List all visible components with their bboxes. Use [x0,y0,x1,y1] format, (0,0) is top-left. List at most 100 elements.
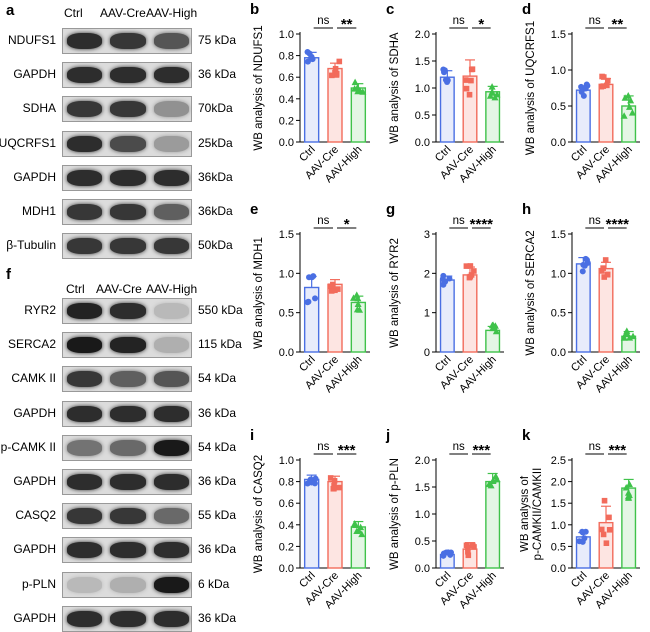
y-tick-label: 1.0 [415,83,430,95]
data-point [328,288,335,294]
data-point [331,477,338,484]
panel-letter-g: g [386,201,395,218]
data-point [469,542,476,549]
y-tick-label: 1.5 [279,229,294,241]
data-point [580,261,587,268]
y-tick-label: 0.5 [551,541,566,553]
y-axis-label: WB analysis of CASQ2 [253,455,265,573]
data-point [486,92,494,99]
y-tick-label: 1.5 [551,229,566,241]
data-point [441,67,448,74]
data-point [463,263,470,269]
lane-header-aav-cre: AAV-Cre [100,6,146,20]
y-tick-label: 0.6 [279,72,294,84]
bar-aav-high [621,487,637,569]
data-point [620,334,628,341]
blot-strip [62,164,192,191]
blot-protein-label: p-PLN [21,576,56,591]
y-tick-label: 2 [424,268,430,280]
bar-aav-cre [598,267,614,353]
blot-kda-label: 50kDa [198,238,233,253]
blot-kda-label: 55 kDa [198,508,237,523]
bar-chart-b: b 0.0 0.2 0.4 0.6 0.8 1.0 WB analysis of NDUFS1… [250,1,370,185]
blot-band [110,439,146,456]
y-tick-label: 1.0 [551,268,566,280]
data-point [604,77,611,84]
blot-protein-label: GAPDH [13,474,56,488]
blot-protein-label: UQCRFS1 [0,135,56,150]
blot-band [67,203,103,221]
y-tick-label: 2.5 [551,455,566,467]
blot-band [110,302,146,320]
blot-kda-label: 6 kDa [198,576,230,591]
data-point [465,548,471,555]
lane-header-aav-cre: AAV-Cre [96,282,142,296]
blot-band [153,302,189,320]
blot-band [67,337,103,354]
data-point [358,530,366,538]
bar-aav-cre [462,274,478,353]
bar-aav-cre [327,67,343,143]
data-point [468,77,474,84]
blot-strip [62,199,192,225]
blot-strip [62,469,192,495]
blot-strip [62,130,192,157]
significance-label: ns [589,15,601,27]
blot-band [67,439,103,456]
y-tick-label: 0.0 [551,347,566,359]
panel-letter-i: i [250,427,254,444]
y-tick-label: 1.0 [279,268,294,280]
blot-band [110,67,146,84]
blot-band [110,203,146,221]
y-axis-label: WB analysis of SERCA2 [525,230,537,355]
y-tick-label: 0.5 [415,536,430,548]
significance-label: ns [317,215,329,227]
data-point [627,96,635,104]
y-axis-label: p-CAMKII/CAMKII [532,468,544,561]
data-point [466,91,473,98]
blot-strip [62,400,192,427]
blot-band [153,508,189,525]
significance-label: **** [606,216,630,233]
blot-protein-label: GAPDH [13,169,56,184]
data-point [579,529,586,536]
data-point [600,265,606,271]
significance-label: ns [453,441,465,453]
y-axis-label: WB analysis of p-PLN [389,458,401,570]
bar-ctrl [439,76,455,143]
significance-label: *** [473,442,491,459]
significance-label: ** [611,16,623,33]
blot-band [110,32,146,50]
significance-label: **** [470,216,494,233]
blot-kda-label: 36 kDa [198,610,237,625]
significance-label: ns [453,215,465,227]
bar-aav-cre [598,83,614,143]
blot-strip [62,233,192,260]
bar-chart-k: k 0.0 0.5 1.0 1.5 2.0 2.5 WB analysis of p-CAMKI… [520,427,640,611]
y-axis-label: WB analysis of RYR2 [389,238,401,348]
y-tick-label: 1.5 [551,29,566,41]
bar-chart-j: j0.00.51.01.52.0WB analysis of p-PLNCtrl… [385,427,504,611]
y-tick-label: 1.5 [415,482,430,494]
data-point [354,294,362,302]
data-point [579,268,586,275]
significance-label: ** [341,16,353,33]
bar-chart-d: d0.00.51.01.5WB analysis of UQCRFS1 CtrlA… [522,1,640,185]
blot-kda-label: 36kDa [198,169,233,184]
panel-letter-h: h [522,201,531,218]
panel-letter-e: e [250,201,258,218]
blot-band [67,610,103,627]
y-tick-label: 0.5 [415,110,430,122]
blot-protein-label: NDUFS1 [7,33,56,47]
data-point [623,327,631,334]
y-tick-label: 0.4 [279,94,294,106]
blot-band [67,405,103,422]
data-point [578,88,585,95]
data-point [492,472,500,480]
data-point [604,271,611,278]
y-tick-label: 2.0 [551,477,566,489]
data-point [583,256,590,263]
data-point [492,327,500,335]
blot-band [67,101,103,118]
y-tick-label: 1.5 [551,498,566,510]
